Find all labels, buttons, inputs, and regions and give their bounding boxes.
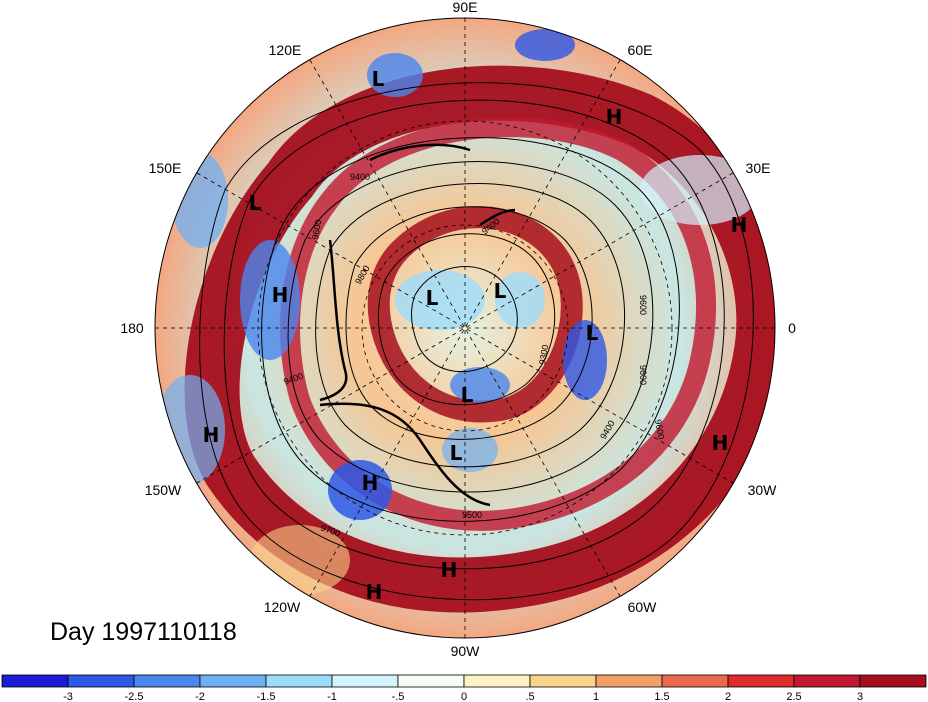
- colorbar-box: [397, 674, 465, 688]
- colorbar-tick-label: 1: [593, 691, 599, 702]
- contour-label: 9300: [537, 344, 550, 365]
- high-center: H: [712, 431, 729, 455]
- colorbar-tick-label: -2: [195, 691, 205, 702]
- colorbar-boxes: [1, 674, 927, 688]
- colorbar-box: [331, 674, 399, 688]
- lon-label-60e: 60E: [628, 42, 653, 58]
- colorbar-box: [133, 674, 201, 688]
- colorbar-box: [1, 674, 69, 688]
- high-center: H: [203, 423, 220, 447]
- lon-label-120w: 120W: [264, 599, 301, 615]
- colorbar-box: [661, 674, 729, 688]
- colorbar-box: [595, 674, 663, 688]
- colorbar-tick-label: .5: [525, 691, 534, 702]
- lon-label-60w: 60W: [628, 599, 658, 615]
- high-center: H: [441, 558, 458, 582]
- colorbar-box: [199, 674, 267, 688]
- colorbar-tick-label: -3: [63, 691, 73, 702]
- lon-label-90e: 90E: [453, 0, 478, 15]
- colorbar-tick-label: 0: [461, 691, 467, 702]
- anomaly-field: [155, 18, 775, 638]
- colorbar-tick-label: -1.5: [257, 691, 276, 702]
- map-title: Day 1997110118: [50, 618, 237, 646]
- colorbar: -3 -2.5 -2 -1.5 -1 -.5 0 .5 1 1.5 2 2.5 3: [1, 674, 927, 702]
- contour-label: 9500: [462, 510, 482, 520]
- lon-label-0: 0: [788, 320, 796, 336]
- colorbar-tick-label: 1.5: [654, 691, 669, 702]
- contour-label: 9600: [638, 295, 648, 315]
- colorbar-box: [529, 674, 597, 688]
- high-center: H: [606, 105, 623, 129]
- colorbar-box: [727, 674, 795, 688]
- colorbar-tick-label: 3: [857, 691, 863, 702]
- low-center: L: [494, 279, 507, 303]
- low-center: L: [372, 67, 385, 91]
- colorbar-tick-label: -.5: [392, 691, 405, 702]
- lon-label-120e: 120E: [269, 42, 302, 58]
- lon-label-150w: 150W: [145, 482, 182, 498]
- low-center: L: [249, 191, 262, 215]
- colorbar-box: [463, 674, 531, 688]
- colorbar-box: [265, 674, 333, 688]
- colorbar-box: [859, 674, 927, 688]
- low-center: L: [426, 286, 439, 310]
- colorbar-tick-label: -2.5: [125, 691, 144, 702]
- low-center: L: [586, 321, 599, 345]
- colorbar-box: [793, 674, 861, 688]
- colorbar-tick-label: 2.5: [786, 691, 801, 702]
- lon-label-180: 180: [120, 320, 144, 336]
- contour-label: 9600: [310, 219, 323, 240]
- high-center: H: [366, 580, 383, 604]
- lon-label-150e: 150E: [149, 160, 182, 176]
- polar-map: 90E 60E 30E 0 30W 60W 90W 120W 150W 180 …: [120, 0, 796, 659]
- low-center: L: [450, 441, 463, 465]
- colorbar-tick-label: -1: [327, 691, 337, 702]
- lon-label-30e: 30E: [746, 160, 771, 176]
- contour-label: 9600: [638, 365, 648, 385]
- colorbar-tick-label: 2: [725, 691, 731, 702]
- high-center: H: [731, 213, 748, 237]
- high-center: H: [362, 471, 379, 495]
- colorbar-box: [67, 674, 135, 688]
- high-center: H: [272, 283, 289, 307]
- lon-label-30w: 30W: [748, 482, 778, 498]
- contour-label: 9400: [350, 172, 370, 182]
- low-center: L: [461, 383, 474, 407]
- colorbar-ticks: -3 -2.5 -2 -1.5 -1 -.5 0 .5 1 1.5 2 2.5 3: [63, 691, 863, 702]
- contour-label: 9600: [653, 419, 666, 440]
- lon-label-90w: 90W: [451, 643, 481, 659]
